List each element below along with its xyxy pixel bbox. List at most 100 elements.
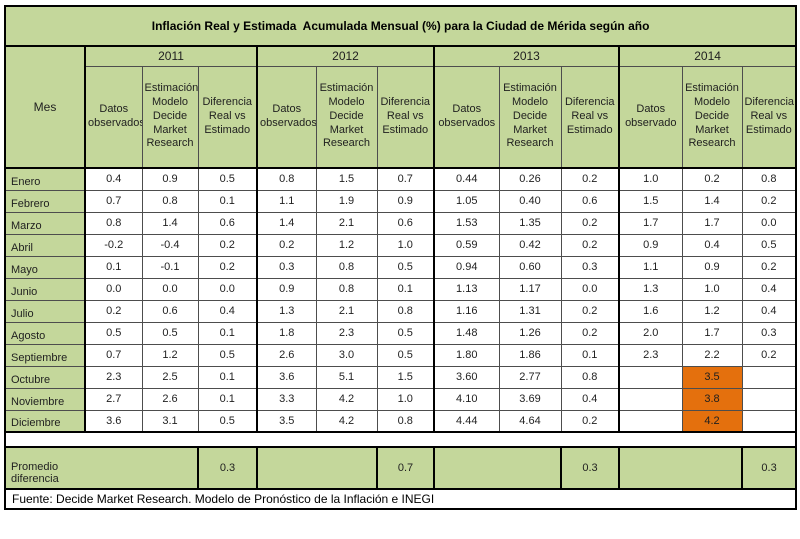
value-cell: 0.6 (376, 211, 435, 235)
title-row: Inflación Real y Estimada Acumulada Mens… (3, 5, 798, 47)
value-cell: 0.0 (84, 277, 143, 301)
value-cell: 0.8 (84, 211, 143, 235)
value-cell: 1.5 (315, 167, 378, 191)
value-cell: 1.0 (376, 233, 435, 257)
value-cell: 0.2 (741, 189, 797, 213)
value-cell: 0.4 (681, 233, 743, 257)
value-cell: 0.0 (197, 277, 258, 301)
value-cell: 0.2 (560, 321, 620, 345)
value-cell: 3.5 (256, 409, 317, 433)
value-cell: 0.2 (560, 211, 620, 235)
table-row: Febrero 0.7 0.8 0.1 1.1 1.9 0.9 1.05 0.40 0.6 1.5 1… (4, 189, 797, 213)
value-cell: 0.2 (560, 299, 620, 323)
value-cell: 4.2 (315, 387, 378, 411)
value-cell: 1.26 (498, 321, 562, 345)
table-row: Agosto 0.5 0.5 0.1 1.8 2.3 0.5 1.48 1.26 0.2 2.0 1.… (4, 321, 797, 345)
value-cell: 0.9 (681, 255, 743, 279)
col-header-2012-datos: Datos observados (256, 65, 317, 169)
value-cell: 0.3 (256, 255, 317, 279)
col-header-2014-diferencia: Diferencia Real vs Estimado (741, 65, 797, 169)
value-cell: 0.8 (315, 277, 378, 301)
col-header-2013-estimacion: Estimación Modelo Decide Market Research (498, 65, 562, 169)
month-label: Febrero (4, 189, 86, 213)
value-cell: 0.5 (197, 343, 258, 367)
value-cell: 0.8 (256, 167, 317, 191)
value-cell: 3.0 (315, 343, 378, 367)
value-cell (741, 365, 797, 389)
source-row: Fuente: Decide Market Research. Modelo d… (3, 488, 798, 510)
value-cell: 0.60 (498, 255, 562, 279)
value-cell: 0.4 (741, 299, 797, 323)
table-row: Diciembre 3.6 3.1 0.5 3.5 4.2 0.8 4.44 4.64 0.2 4.… (4, 409, 797, 433)
value-cell: 3.5 (681, 365, 743, 389)
value-cell: 0.5 (376, 343, 435, 367)
value-cell: 0.2 (560, 167, 620, 191)
value-cell: 0.2 (741, 255, 797, 279)
value-cell (618, 409, 683, 433)
year-header-2012: 2012 (256, 45, 435, 67)
value-cell: 1.86 (498, 343, 562, 367)
col-header-2014-estimacion: Estimación Modelo Decide Market Research (681, 65, 743, 169)
value-cell: 0.6 (197, 211, 258, 235)
value-cell: 0.4 (560, 387, 620, 411)
value-cell: 0.1 (560, 343, 620, 367)
value-cell: 4.2 (681, 409, 743, 433)
value-cell: 0.40 (498, 189, 562, 213)
value-cell: 0.4 (84, 167, 143, 191)
value-cell: 0.5 (197, 409, 258, 433)
value-cell: 1.7 (618, 211, 683, 235)
value-cell: 0.6 (560, 189, 620, 213)
value-cell: 1.1 (618, 255, 683, 279)
promedio-spacer (618, 446, 743, 490)
value-cell: 0.4 (197, 299, 258, 323)
value-cell: 0.5 (741, 233, 797, 257)
value-cell: 0.8 (560, 365, 620, 389)
month-label: Octubre (4, 365, 86, 389)
value-cell: 2.1 (315, 299, 378, 323)
value-cell: 0.94 (433, 255, 500, 279)
value-cell: 0.44 (433, 167, 500, 191)
value-cell: 0.1 (84, 255, 143, 279)
value-cell: 0.8 (141, 189, 199, 213)
value-cell (618, 365, 683, 389)
value-cell: 4.2 (315, 409, 378, 433)
value-cell: 0.5 (376, 255, 435, 279)
month-label: Mayo (4, 255, 86, 279)
value-cell: 3.8 (681, 387, 743, 411)
promedio-label: Promedio diferencia (4, 446, 199, 490)
value-cell: 1.0 (376, 387, 435, 411)
month-label: Junio (4, 277, 86, 301)
year-header-2011: 2011 (84, 45, 258, 67)
value-cell: -0.2 (84, 233, 143, 257)
value-cell: 0.4 (741, 277, 797, 301)
value-cell: -0.1 (141, 255, 199, 279)
year-header-2014: 2014 (617, 45, 797, 67)
value-cell: 3.69 (498, 387, 562, 411)
table-row: Octubre 2.3 2.5 0.1 3.6 5.1 1.5 3.60 2.77 0.8 3.5 (4, 365, 797, 389)
value-cell: 0.2 (84, 299, 143, 323)
month-label: Marzo (4, 211, 86, 235)
value-cell: 2.6 (141, 387, 199, 411)
value-cell: 0.8 (376, 299, 435, 323)
value-cell: 0.7 (84, 343, 143, 367)
value-cell: 3.3 (256, 387, 317, 411)
value-cell: 2.0 (618, 321, 683, 345)
month-label: Septiembre (4, 343, 86, 367)
page-title: Inflación Real y Estimada Acumulada Mens… (3, 5, 798, 47)
table-row: Enero 0.4 0.9 0.5 0.8 1.5 0.7 0.44 0.26 0.2 1.0 0.2… (4, 167, 797, 191)
value-cell: 4.44 (433, 409, 500, 433)
value-cell: 0.2 (197, 255, 258, 279)
value-cell: 1.3 (618, 277, 683, 301)
value-cell: 5.1 (315, 365, 378, 389)
value-cell: 1.7 (681, 211, 743, 235)
year-header-row: Mes 2011 2012 2013 2014 (4, 45, 797, 169)
col-header-2013-diferencia: Diferencia Real vs Estimado (560, 65, 620, 169)
month-label: Agosto (4, 321, 86, 345)
value-cell: 1.5 (618, 189, 683, 213)
value-cell: 0.59 (433, 233, 500, 257)
value-cell: 0.8 (741, 167, 797, 191)
value-cell: 1.7 (681, 321, 743, 345)
value-cell: 0.0 (560, 277, 620, 301)
mes-column-header: Mes (4, 45, 86, 169)
value-cell (618, 387, 683, 411)
